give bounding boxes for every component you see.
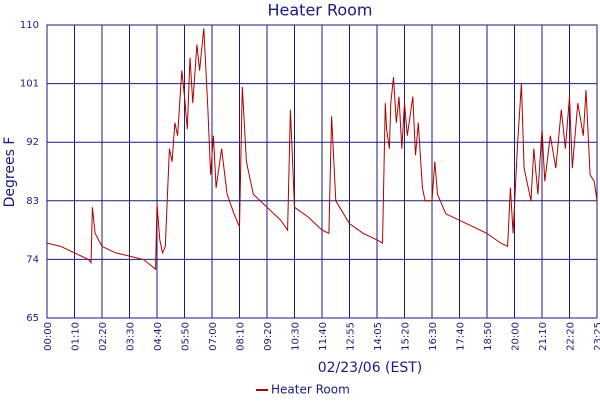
y-tick-label: 92: [26, 137, 39, 148]
x-tick-label: 09:20: [263, 322, 274, 351]
plot-border: [46, 24, 598, 319]
x-tick-label: 21:10: [538, 322, 549, 351]
y-tick-label: 74: [26, 254, 39, 265]
y-tick-label: 65: [26, 313, 39, 324]
x-tick-label: 14:05: [373, 322, 384, 351]
x-tick-label: 03:30: [126, 322, 137, 351]
y-tick-label: 83: [26, 196, 39, 207]
x-tick-label: 07:00: [208, 322, 219, 351]
x-tick-label: 20:00: [511, 322, 522, 351]
x-tick-label: 01:10: [71, 322, 82, 351]
x-tick-label: 22:20: [566, 322, 577, 351]
x-tick-label: 02:20: [98, 322, 109, 351]
x-tick-label: 10:30: [291, 322, 302, 351]
legend-label: Heater Room: [271, 383, 350, 397]
y-axis-label: Degrees F: [2, 137, 18, 208]
y-tick-label: 110: [20, 20, 39, 31]
x-tick-label: 08:10: [236, 322, 247, 351]
x-axis-label: 02/23/06 (EST): [318, 360, 423, 376]
x-tick-label: 16:30: [428, 322, 439, 351]
x-tick-label: 18:50: [483, 322, 494, 351]
chart-title: Heater Room: [267, 1, 372, 20]
x-tick-label: 11:40: [318, 322, 329, 351]
x-tick-label: 12:55: [346, 322, 357, 351]
x-tick-label: 23:25: [593, 322, 600, 351]
x-tick-label: 05:50: [181, 322, 192, 351]
x-tick-label: 15:20: [401, 322, 412, 351]
x-tick-label: 04:40: [153, 322, 164, 351]
x-tick-label: 00:00: [43, 322, 54, 351]
y-tick-label: 101: [20, 79, 39, 90]
x-tick-label: 17:40: [456, 322, 467, 351]
line: [46, 28, 598, 271]
